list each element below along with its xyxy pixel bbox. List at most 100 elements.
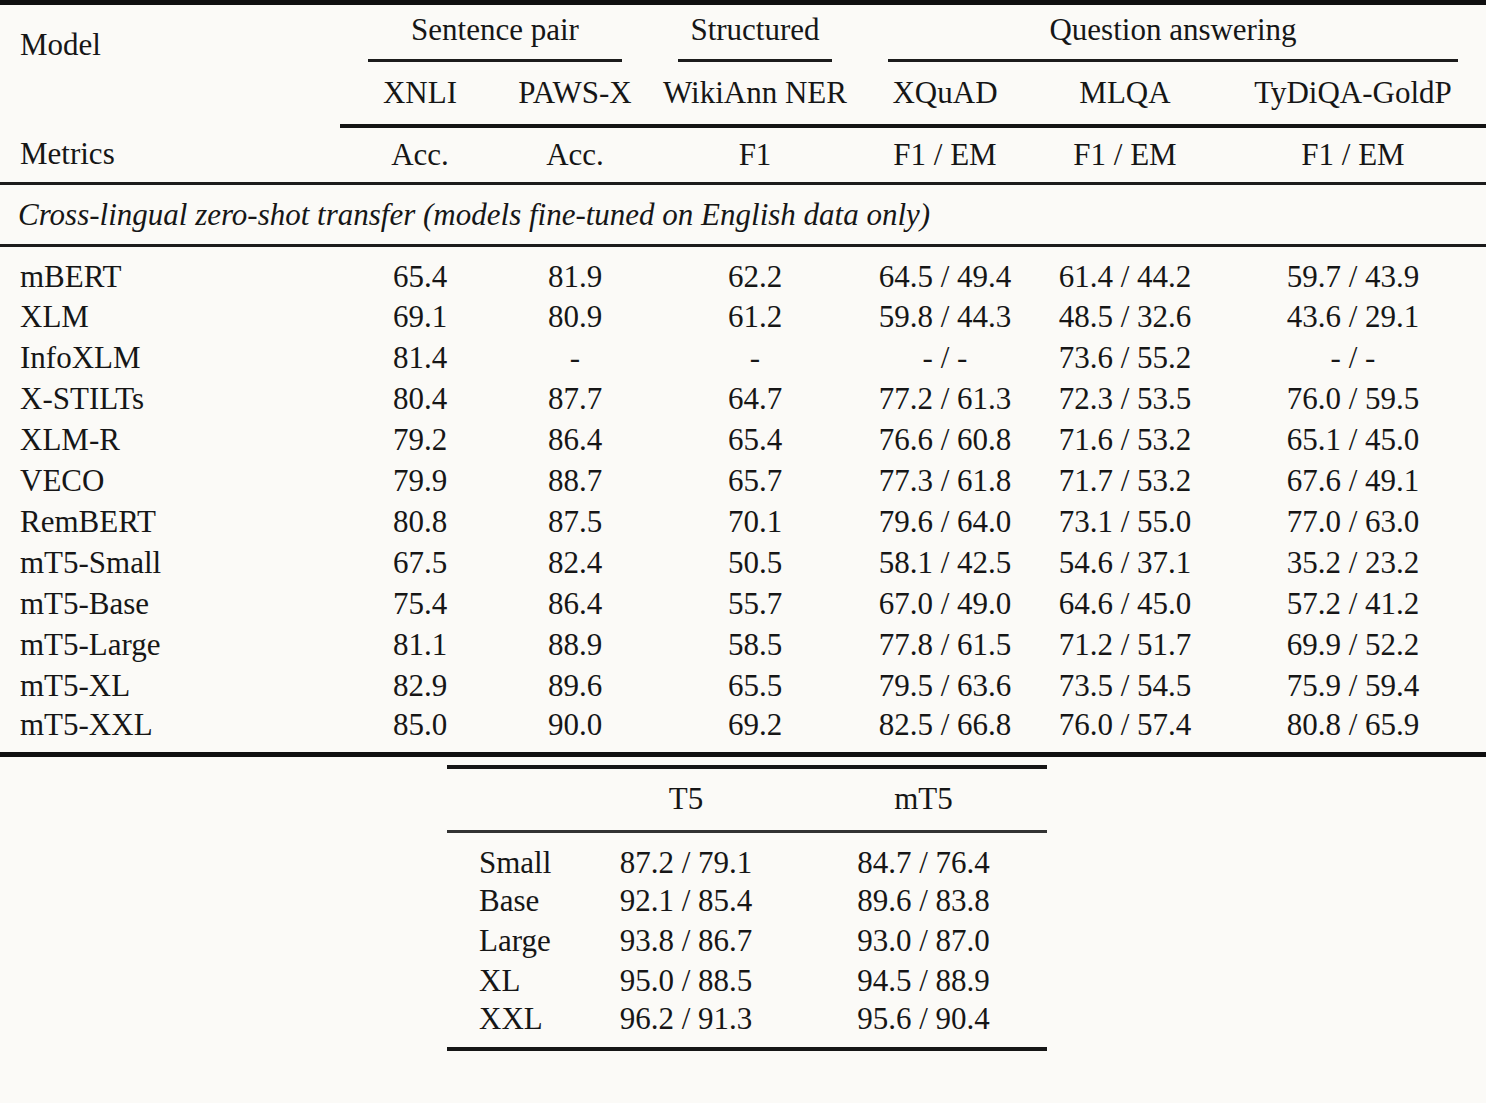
section-header-row: Cross-lingual zero-shot transfer (models… xyxy=(0,184,1486,246)
value-cell: 72.3 / 53.5 xyxy=(1030,379,1220,420)
value-cell: - / - xyxy=(1220,338,1486,379)
value-cell: 67.5 xyxy=(340,543,500,584)
table-row: mT5-Base 75.4 86.4 55.7 67.0 / 49.0 64.6… xyxy=(0,584,1486,625)
value-cell: 96.2 / 91.3 xyxy=(572,1001,800,1049)
value-cell: 48.5 / 32.6 xyxy=(1030,297,1220,338)
value-cell: - xyxy=(650,338,860,379)
value-cell: 82.5 / 66.8 xyxy=(860,707,1030,755)
value-cell: 64.7 xyxy=(650,379,860,420)
table-row: XXL 96.2 / 91.3 95.6 / 90.4 xyxy=(447,1001,1047,1049)
table-row: RemBERT 80.8 87.5 70.1 79.6 / 64.0 73.1 … xyxy=(0,502,1486,543)
value-cell: 57.2 / 41.2 xyxy=(1220,584,1486,625)
column-header-t5: T5 xyxy=(572,767,800,831)
model-name: mT5-XL xyxy=(0,666,340,707)
table-row: XLM 69.1 80.9 61.2 59.8 / 44.3 48.5 / 32… xyxy=(0,297,1486,338)
value-cell: 79.9 xyxy=(340,461,500,502)
model-name: X-STILTs xyxy=(0,379,340,420)
model-name: mT5-XXL xyxy=(0,707,340,755)
value-cell: 85.0 xyxy=(340,707,500,755)
empty-corner-cell xyxy=(447,767,572,831)
value-cell: 35.2 / 23.2 xyxy=(1220,543,1486,584)
value-cell: 65.4 xyxy=(650,420,860,461)
value-cell: 88.7 xyxy=(500,461,650,502)
paper-scan: Model Sentence pair Structured Question … xyxy=(0,0,1486,757)
value-cell: 87.7 xyxy=(500,379,650,420)
value-cell: 81.4 xyxy=(340,338,500,379)
value-cell: 65.1 / 45.0 xyxy=(1220,420,1486,461)
size-label: XL xyxy=(447,961,572,1001)
column-header-xquad: XQuAD xyxy=(860,63,1030,126)
table-row: VECO 79.9 88.7 65.7 77.3 / 61.8 71.7 / 5… xyxy=(0,461,1486,502)
value-cell: 87.2 / 79.1 xyxy=(572,831,800,881)
value-cell: - xyxy=(500,338,650,379)
table-row: mT5-XXL 85.0 90.0 69.2 82.5 / 66.8 76.0 … xyxy=(0,707,1486,755)
table-row: X-STILTs 80.4 87.7 64.7 77.2 / 61.3 72.3… xyxy=(0,379,1486,420)
model-name: XLM xyxy=(0,297,340,338)
value-cell: 54.6 / 37.1 xyxy=(1030,543,1220,584)
value-cell: 79.5 / 63.6 xyxy=(860,666,1030,707)
value-cell: 73.6 / 55.2 xyxy=(1030,338,1220,379)
table-row: mBERT 65.4 81.9 62.2 64.5 / 49.4 61.4 / … xyxy=(0,246,1486,297)
model-name: VECO xyxy=(0,461,340,502)
metric-cell: F1 / EM xyxy=(860,126,1030,184)
value-cell: 81.9 xyxy=(500,246,650,297)
value-cell: 77.2 / 61.3 xyxy=(860,379,1030,420)
value-cell: 77.3 / 61.8 xyxy=(860,461,1030,502)
value-cell: 69.1 xyxy=(340,297,500,338)
size-label: Small xyxy=(447,831,572,881)
model-name: mBERT xyxy=(0,246,340,297)
t5-comparison-table-wrap: T5 mT5 Small 87.2 / 79.1 84.7 / 76.4 Bas… xyxy=(447,765,1047,1051)
benchmark-table: Model Sentence pair Structured Question … xyxy=(0,0,1486,757)
table-row: Small 87.2 / 79.1 84.7 / 76.4 xyxy=(447,831,1047,881)
value-cell: 86.4 xyxy=(500,420,650,461)
value-cell: 59.7 / 43.9 xyxy=(1220,246,1486,297)
value-cell: 71.7 / 53.2 xyxy=(1030,461,1220,502)
value-cell: 89.6 / 83.8 xyxy=(800,881,1047,921)
value-cell: 65.4 xyxy=(340,246,500,297)
value-cell: 61.2 xyxy=(650,297,860,338)
model-name: XLM-R xyxy=(0,420,340,461)
value-cell: 67.0 / 49.0 xyxy=(860,584,1030,625)
group-header-sentence-pair: Sentence pair xyxy=(340,3,650,63)
value-cell: 82.4 xyxy=(500,543,650,584)
value-cell: 86.4 xyxy=(500,584,650,625)
group-header-label: Sentence pair xyxy=(368,5,622,62)
value-cell: 95.6 / 90.4 xyxy=(800,1001,1047,1049)
model-name: mT5-Small xyxy=(0,543,340,584)
value-cell: 55.7 xyxy=(650,584,860,625)
value-cell: 77.8 / 61.5 xyxy=(860,625,1030,666)
value-cell: 64.5 / 49.4 xyxy=(860,246,1030,297)
value-cell: 69.2 xyxy=(650,707,860,755)
value-cell: 58.1 / 42.5 xyxy=(860,543,1030,584)
group-header-question-answering: Question answering xyxy=(860,3,1486,63)
value-cell: 65.7 xyxy=(650,461,860,502)
value-cell: 73.5 / 54.5 xyxy=(1030,666,1220,707)
column-header-paws-x: PAWS-X xyxy=(500,63,650,126)
column-header-mlqa: MLQA xyxy=(1030,63,1220,126)
metrics-label: Metrics xyxy=(0,126,340,184)
value-cell: 79.2 xyxy=(340,420,500,461)
value-cell: 82.9 xyxy=(340,666,500,707)
value-cell: 50.5 xyxy=(650,543,860,584)
value-cell: 59.8 / 44.3 xyxy=(860,297,1030,338)
model-name: InfoXLM xyxy=(0,338,340,379)
value-cell: 93.0 / 87.0 xyxy=(800,921,1047,961)
table-row: Base 92.1 / 85.4 89.6 / 83.8 xyxy=(447,881,1047,921)
table-row: mT5-Small 67.5 82.4 50.5 58.1 / 42.5 54.… xyxy=(0,543,1486,584)
model-name: mT5-Large xyxy=(0,625,340,666)
value-cell: 71.6 / 53.2 xyxy=(1030,420,1220,461)
value-cell: 64.6 / 45.0 xyxy=(1030,584,1220,625)
value-cell: 58.5 xyxy=(650,625,860,666)
column-header-mt5: mT5 xyxy=(800,767,1047,831)
value-cell: 77.0 / 63.0 xyxy=(1220,502,1486,543)
table-row: InfoXLM 81.4 - - - / - 73.6 / 55.2 - / - xyxy=(0,338,1486,379)
value-cell: 79.6 / 64.0 xyxy=(860,502,1030,543)
value-cell: 90.0 xyxy=(500,707,650,755)
value-cell: 80.4 xyxy=(340,379,500,420)
column-header-wikiann-ner: WikiAnn NER xyxy=(650,63,860,126)
value-cell: 69.9 / 52.2 xyxy=(1220,625,1486,666)
value-cell: 94.5 / 88.9 xyxy=(800,961,1047,1001)
model-name: RemBERT xyxy=(0,502,340,543)
metric-cell: F1 / EM xyxy=(1220,126,1486,184)
value-cell: 84.7 / 76.4 xyxy=(800,831,1047,881)
